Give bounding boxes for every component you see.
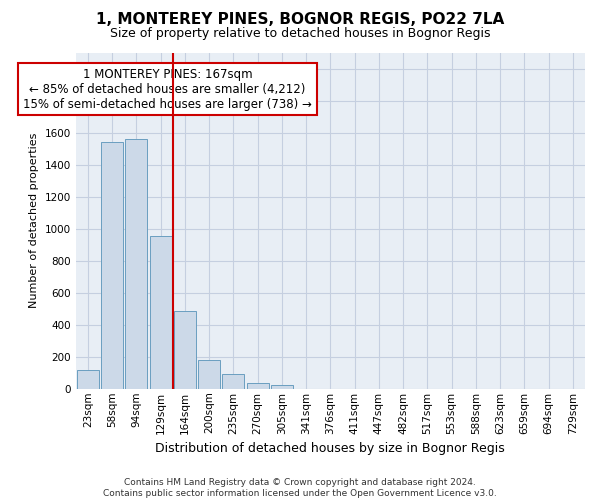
Y-axis label: Number of detached properties: Number of detached properties xyxy=(29,133,39,308)
Bar xyxy=(247,383,269,389)
Bar xyxy=(150,236,172,389)
Bar xyxy=(198,360,220,389)
Text: 1, MONTEREY PINES, BOGNOR REGIS, PO22 7LA: 1, MONTEREY PINES, BOGNOR REGIS, PO22 7L… xyxy=(96,12,504,28)
Bar xyxy=(174,311,196,389)
Text: Size of property relative to detached houses in Bognor Regis: Size of property relative to detached ho… xyxy=(110,28,490,40)
Bar xyxy=(223,374,244,389)
Text: Contains HM Land Registry data © Crown copyright and database right 2024.
Contai: Contains HM Land Registry data © Crown c… xyxy=(103,478,497,498)
Text: 1 MONTEREY PINES: 167sqm
← 85% of detached houses are smaller (4,212)
15% of sem: 1 MONTEREY PINES: 167sqm ← 85% of detach… xyxy=(23,68,312,110)
Bar xyxy=(271,385,293,389)
Bar xyxy=(77,370,99,389)
Bar xyxy=(125,139,147,389)
Bar xyxy=(101,142,123,389)
X-axis label: Distribution of detached houses by size in Bognor Regis: Distribution of detached houses by size … xyxy=(155,442,505,455)
